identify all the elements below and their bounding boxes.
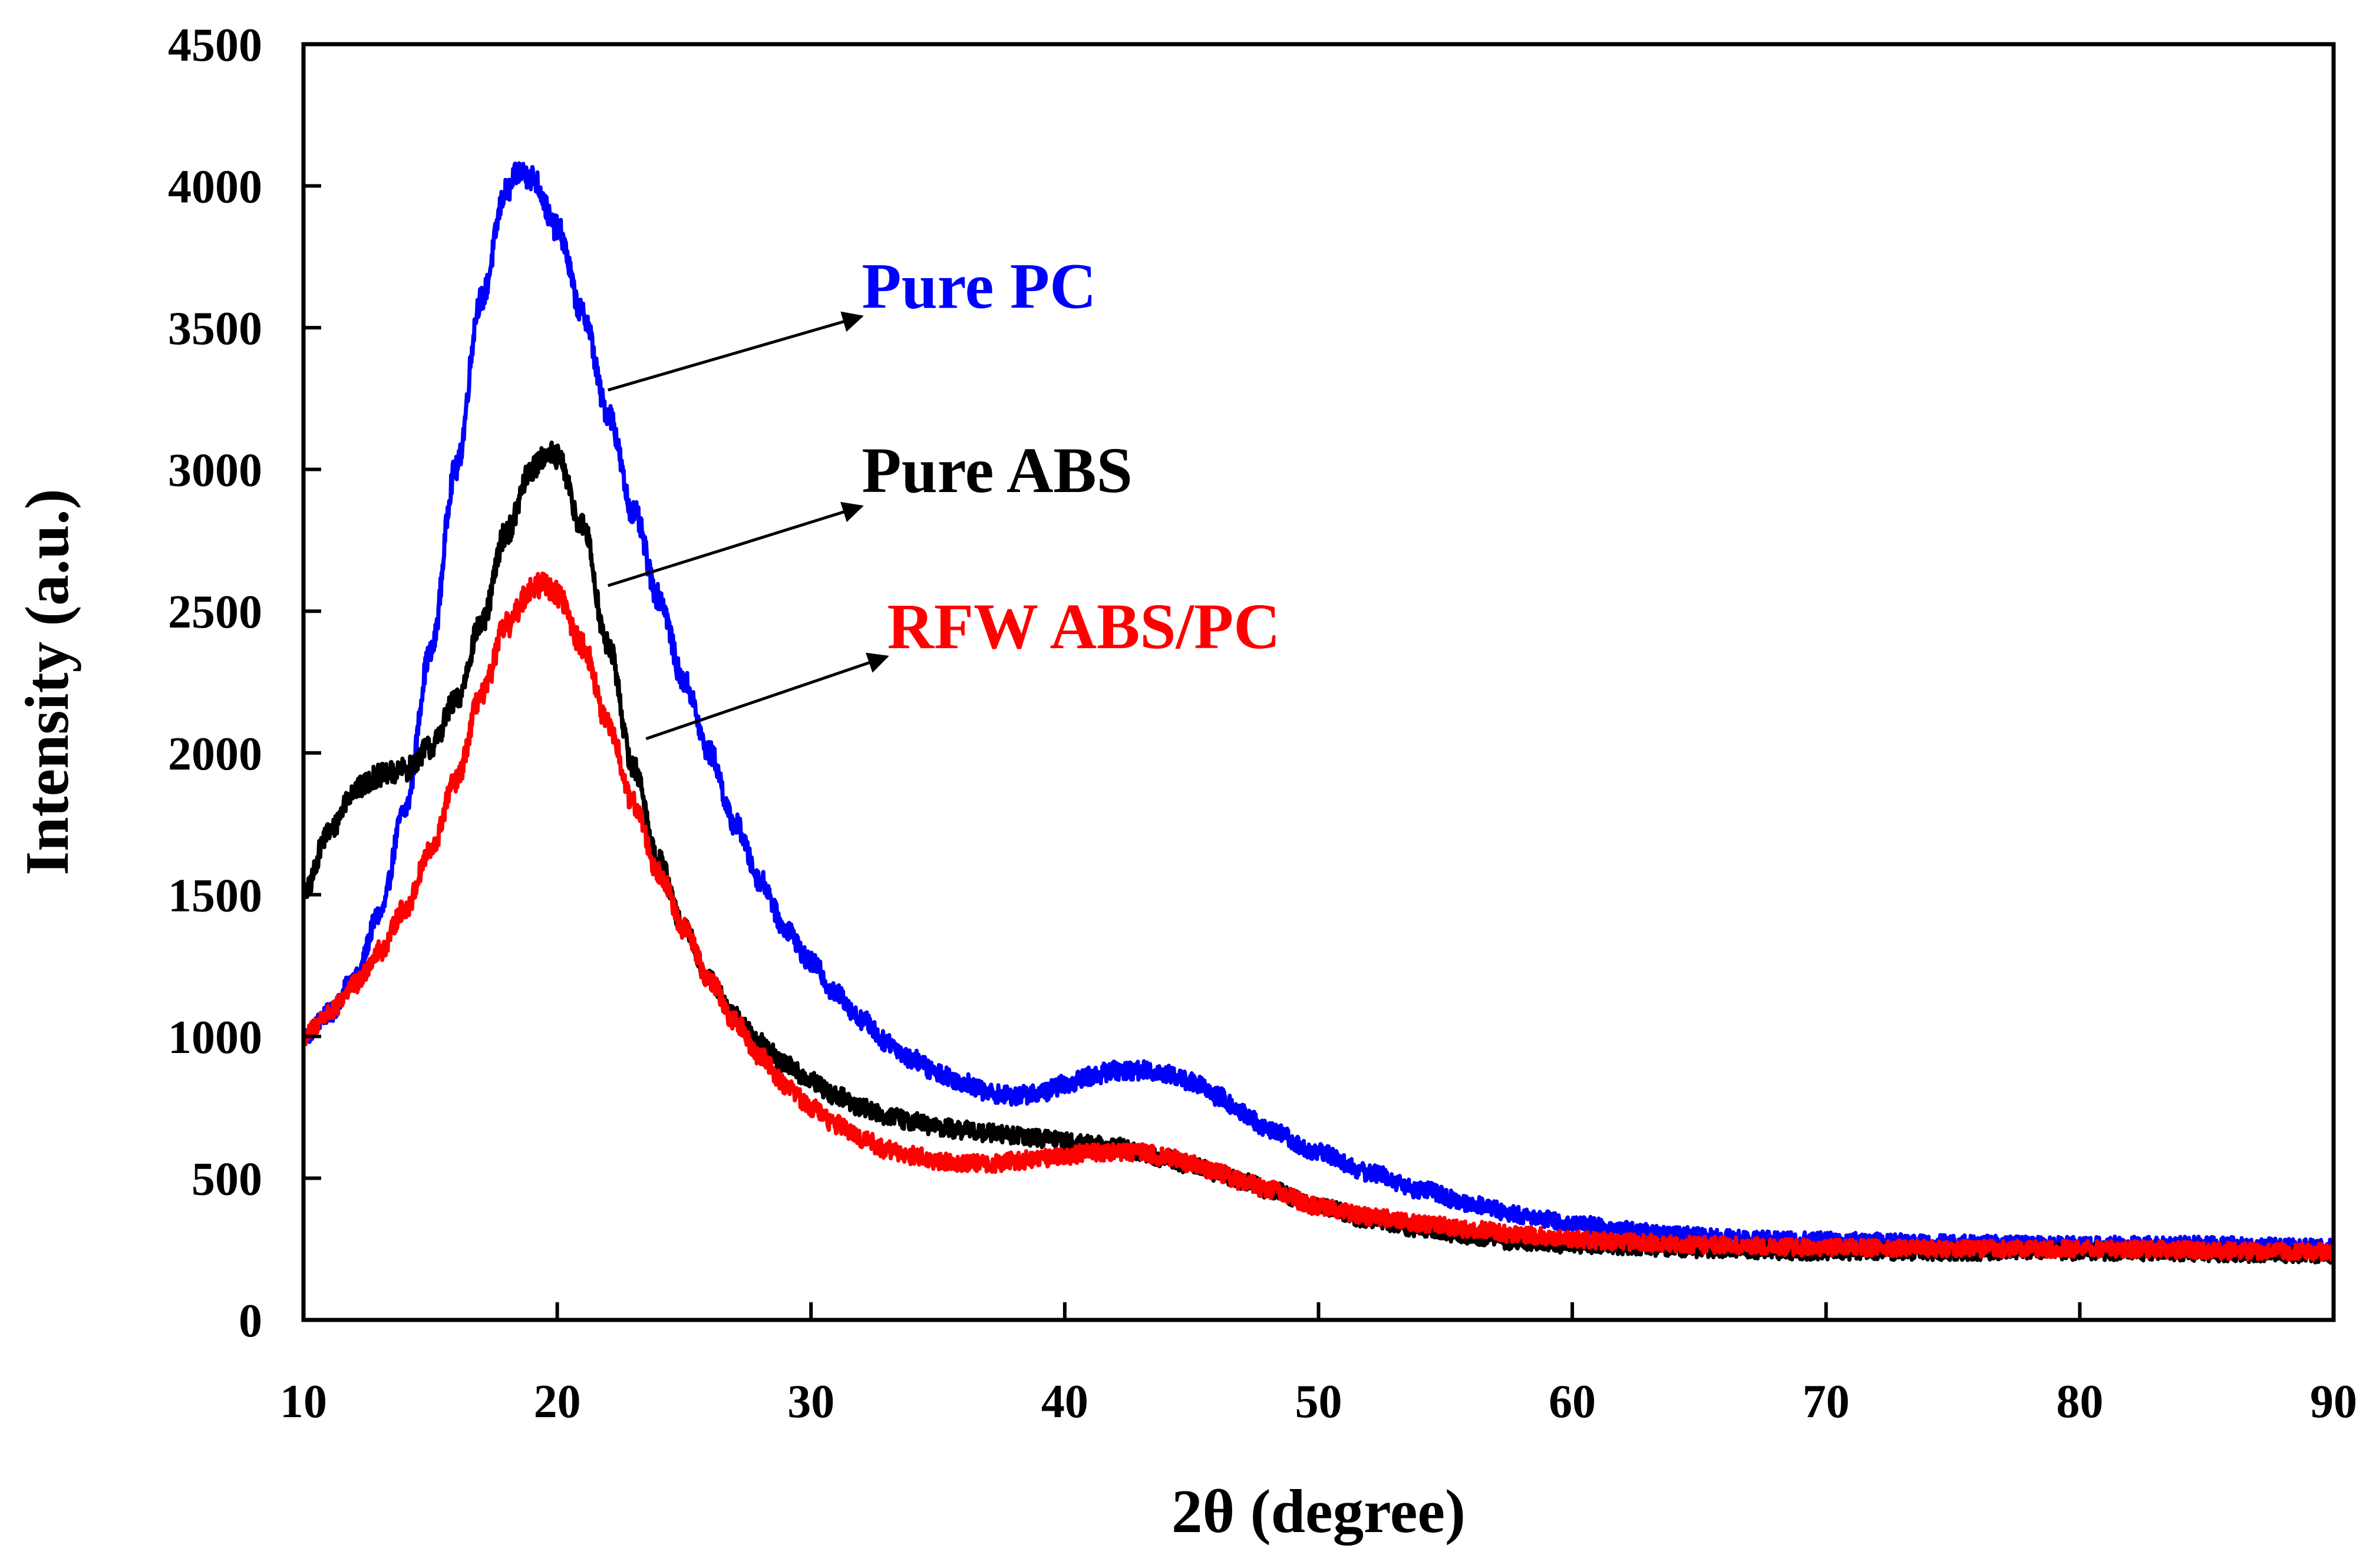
y-tick-label: 1000 bbox=[168, 1012, 262, 1064]
arrow-rfw-abs-pc bbox=[645, 652, 889, 741]
x-tick-label: 20 bbox=[534, 1376, 581, 1428]
arrow-pure-pc bbox=[608, 311, 864, 392]
x-tick-label: 30 bbox=[787, 1376, 834, 1428]
x-tick-label: 40 bbox=[1041, 1376, 1088, 1428]
y-tick-label: 2000 bbox=[168, 728, 262, 780]
ticks-layer: 10 20 30 40 50 60 70 80 90 0 500 1000 1500 2000 2500 30… bbox=[168, 19, 2357, 1428]
series-line-pure-pc bbox=[301, 161, 2336, 1257]
series-layer bbox=[301, 161, 2336, 1265]
x-tick-label: 80 bbox=[2056, 1376, 2103, 1428]
y-tick-label: 0 bbox=[239, 1295, 262, 1347]
annotation-layer: Pure PC Pure ABS RFW ABS/PC bbox=[608, 250, 1281, 741]
y-axis-title: Intensity (a.u.) bbox=[12, 488, 81, 875]
x-tick-label: 10 bbox=[280, 1376, 327, 1428]
series-label-rfw-abs-pc: RFW ABS/PC bbox=[887, 590, 1280, 662]
series-label-pure-abs: Pure ABS bbox=[862, 434, 1132, 506]
y-tick-label: 3000 bbox=[168, 445, 262, 497]
y-tick-label: 1500 bbox=[168, 870, 262, 922]
y-tick-label: 4000 bbox=[168, 161, 262, 213]
y-tick-label: 2500 bbox=[168, 586, 262, 638]
y-tick-label: 3500 bbox=[168, 303, 262, 355]
series-label-pure-pc: Pure PC bbox=[862, 250, 1096, 322]
y-tick-label: 4500 bbox=[168, 19, 262, 71]
x-axis-title: 2θ (degree) bbox=[1172, 1477, 1466, 1546]
x-tick-label: 90 bbox=[2310, 1376, 2357, 1428]
x-tick-label: 70 bbox=[1803, 1376, 1850, 1428]
arrow-pure-abs bbox=[608, 501, 864, 587]
y-tick-label: 500 bbox=[192, 1153, 262, 1205]
x-tick-label: 50 bbox=[1295, 1376, 1342, 1428]
x-tick-label: 60 bbox=[1549, 1376, 1596, 1428]
series-line-rfw-abs-pc bbox=[302, 571, 2336, 1262]
